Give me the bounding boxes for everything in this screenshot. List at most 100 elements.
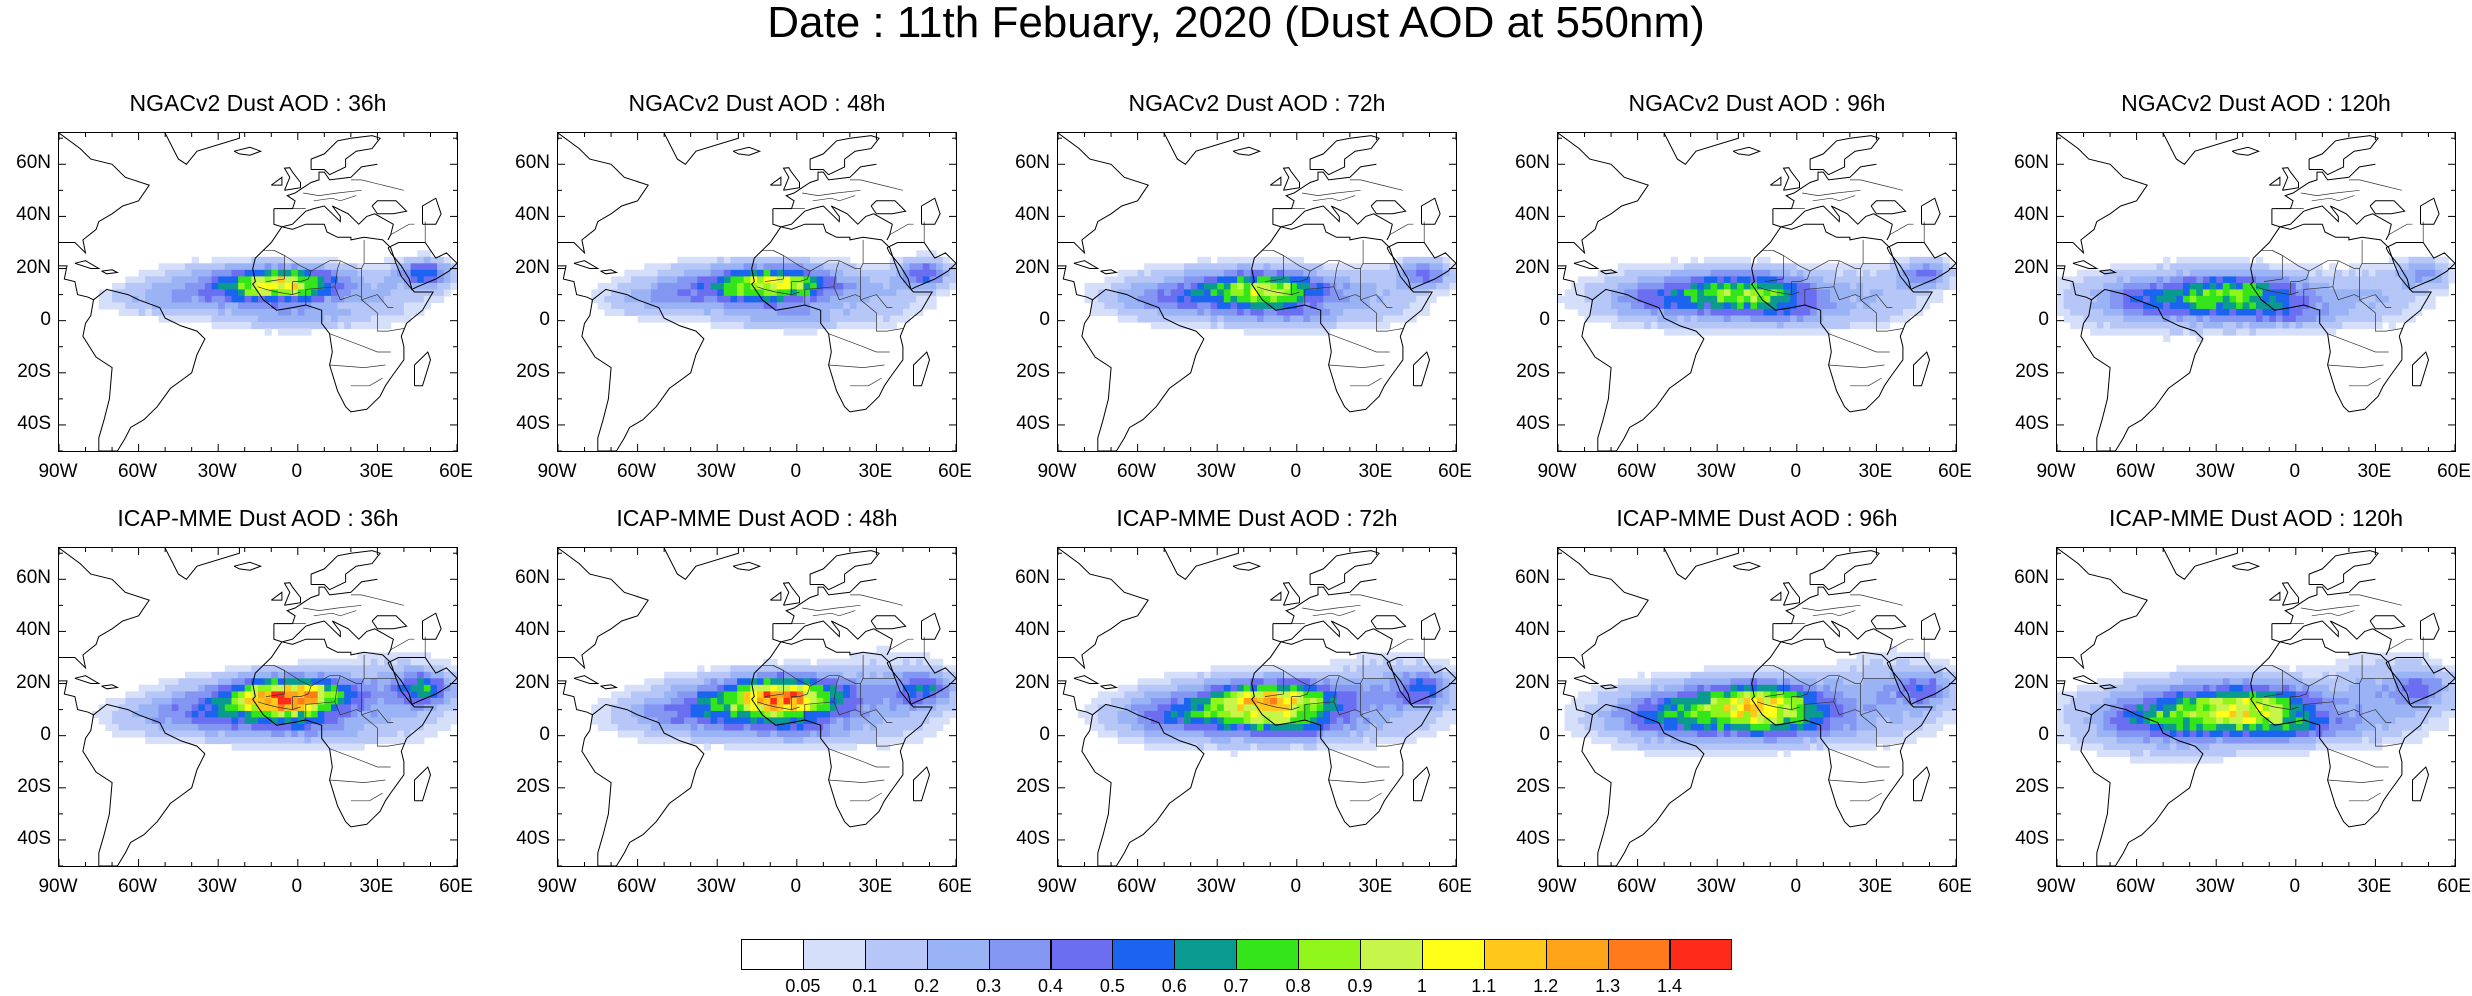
lon-tick-label: 60E [1425,462,1485,482]
map-frame [1557,547,1957,867]
lon-tick-label: 60W [108,877,168,897]
lon-tick-label: 60E [1425,877,1485,897]
lat-tick-label: 0 [1506,725,1550,745]
lat-tick-label: 0 [1006,310,1050,330]
map-frame [557,132,957,452]
aod-field [1565,646,1956,757]
lat-tick-label: 20S [1006,362,1050,382]
lat-tick-label: 60N [1006,568,1050,588]
lat-tick-label: 60N [1006,153,1050,173]
colorbar-swatch [1360,939,1423,970]
panel-title: ICAP-MME Dust AOD : 96h [1557,506,1957,530]
lat-tick-label: 0 [7,725,51,745]
lon-tick-label: 90W [2026,877,2086,897]
lat-tick-label: 40S [1006,414,1050,434]
lon-tick-label: 60W [2106,462,2166,482]
lon-tick-label: 60W [607,877,667,897]
lon-tick-label: 30E [845,877,905,897]
lat-tick-label: 0 [1506,310,1550,330]
lat-tick-label: 40N [2005,620,2049,640]
lat-tick-label: 40N [7,620,51,640]
panel-title: ICAP-MME Dust AOD : 36h [58,506,458,530]
page-title: Date : 11th Febuary, 2020 (Dust AOD at 5… [0,0,2472,46]
map-frame [1557,132,1957,452]
lat-tick-label: 40S [1506,829,1550,849]
lat-tick-label: 20S [7,362,51,382]
dust-aod-map [59,133,457,451]
colorbar-swatch [1236,939,1299,970]
lat-tick-label: 40S [2005,414,2049,434]
lon-tick-label: 90W [1527,877,1587,897]
dust-aod-map [1558,548,1956,866]
dust-aod-map [1058,133,1456,451]
lon-tick-label: 60W [108,462,168,482]
lat-tick-label: 20N [1506,258,1550,278]
lat-tick-label: 20N [1006,673,1050,693]
lat-tick-label: 40S [2005,829,2049,849]
lon-tick-label: 0 [766,462,826,482]
lon-tick-label: 0 [2265,877,2325,897]
lon-tick-label: 0 [1766,462,1826,482]
lat-tick-label: 40S [7,829,51,849]
colorbar-swatch [865,939,928,970]
lat-tick-label: 20N [7,258,51,278]
lat-tick-label: 60N [7,153,51,173]
lat-tick-label: 20N [2005,673,2049,693]
lat-tick-label: 60N [506,568,550,588]
colorbar-label: 0.9 [1335,976,1385,996]
lon-tick-label: 0 [267,877,327,897]
panel-title: ICAP-MME Dust AOD : 48h [557,506,957,530]
lat-tick-label: 40S [7,414,51,434]
colorbar-label: 0.1 [840,976,890,996]
lon-tick-label: 60W [2106,877,2166,897]
lon-tick-label: 30W [686,877,746,897]
lat-tick-label: 60N [2005,153,2049,173]
dust-aod-map [1058,548,1456,866]
lat-tick-label: 20S [1006,777,1050,797]
colorbar-swatch [803,939,866,970]
map-frame [2056,132,2456,452]
dust-aod-map [2057,133,2455,451]
lon-tick-label: 60E [426,462,486,482]
lat-tick-label: 20N [1506,673,1550,693]
lat-tick-label: 20N [1006,258,1050,278]
map-frame [557,547,957,867]
lat-tick-label: 0 [7,310,51,330]
aod-field [2057,652,2455,763]
lat-tick-label: 40N [1006,205,1050,225]
map-frame [1057,547,1457,867]
lon-tick-label: 30W [686,462,746,482]
colorbar-swatch [1298,939,1361,970]
panel-title: NGACv2 Dust AOD : 120h [2056,91,2456,115]
lon-tick-label: 30E [1845,877,1905,897]
aod-field [591,250,956,335]
dust-aod-map [59,548,457,866]
colorbar-label: 0.6 [1149,976,1199,996]
lon-tick-label: 30W [2185,462,2245,482]
lon-tick-label: 90W [28,877,88,897]
panel-title: NGACv2 Dust AOD : 48h [557,91,957,115]
lon-tick-label: 60E [1925,877,1985,897]
map-frame [1057,132,1457,452]
lon-tick-label: 30W [1186,877,1246,897]
dust-aod-map [1558,133,1956,451]
colorbar-swatch [1422,939,1485,970]
panel-title: NGACv2 Dust AOD : 96h [1557,91,1957,115]
colorbar-swatch [741,939,804,970]
lon-tick-label: 30W [2185,877,2245,897]
colorbar-label: 0.3 [964,976,1014,996]
aod-field [92,652,457,750]
lat-tick-label: 20S [7,777,51,797]
lat-tick-label: 0 [2005,310,2049,330]
map-frame [2056,547,2456,867]
lon-tick-label: 30W [187,462,247,482]
lat-tick-label: 40N [1506,620,1550,640]
lon-tick-label: 30E [2344,462,2404,482]
lon-tick-label: 30E [845,462,905,482]
lon-tick-label: 30E [1845,462,1905,482]
lat-tick-label: 60N [1506,568,1550,588]
lon-tick-label: 60E [2424,462,2472,482]
lon-tick-label: 90W [1027,462,1087,482]
colorbar-label: 0.5 [1087,976,1137,996]
lat-tick-label: 40N [506,620,550,640]
